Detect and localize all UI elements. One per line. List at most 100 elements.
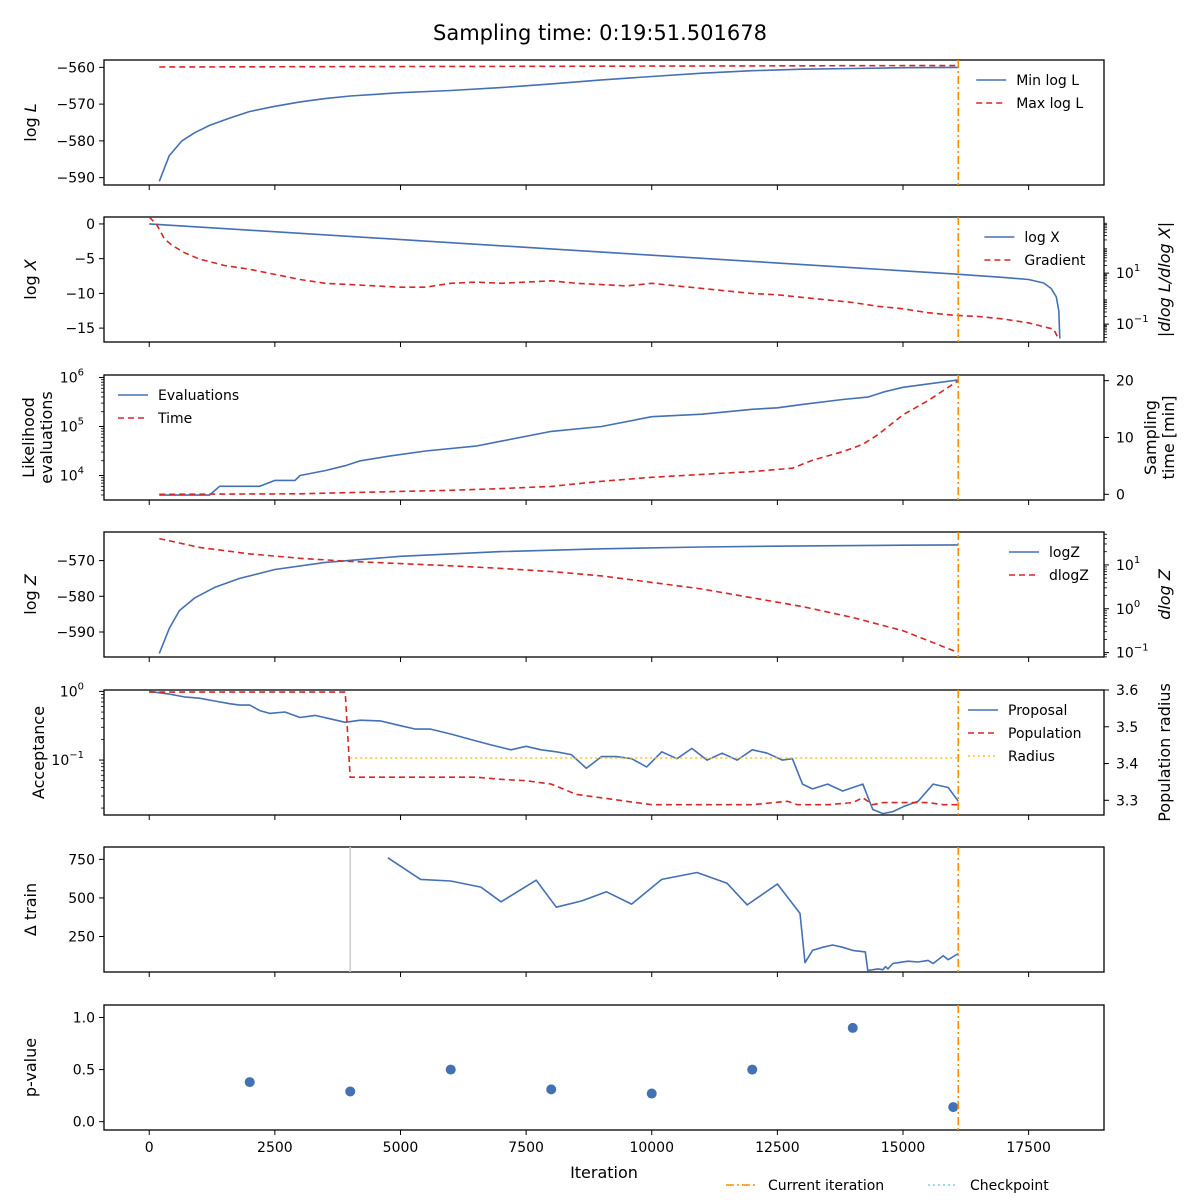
y-tick-label: 100 — [60, 681, 84, 700]
legend-label: Population — [1008, 726, 1082, 742]
series-group — [244, 1022, 959, 1113]
y-tick-label: −5 — [74, 252, 95, 268]
data-point — [546, 1084, 557, 1095]
y2-axis-label: Population radius — [1155, 683, 1174, 822]
legend-label: Time — [157, 411, 192, 427]
y-tick-label: −590 — [57, 625, 95, 641]
x-axis-label: Iteration — [570, 1163, 638, 1182]
y-tick-label: −570 — [57, 97, 95, 113]
legend-label: Min log L — [1016, 73, 1079, 89]
series-line-proposal — [149, 690, 959, 815]
plot-frame — [103, 59, 1105, 186]
data-point — [747, 1064, 758, 1075]
series-line-dlogz — [159, 537, 959, 654]
panel-3: 106 105 104 20 10 0 Likelihood evaluations Sampl… — [19, 367, 1178, 505]
series-line-min-log-l — [158, 66, 959, 182]
legend-label: log X — [1024, 230, 1060, 246]
panel-1: −560 −570 −580 −590 log L Min log L Max log L — [21, 59, 1105, 190]
series-line-max-log-l — [159, 64, 959, 68]
y2-tick-label: 101 — [1116, 263, 1140, 282]
x-tick-label: 5000 — [383, 1140, 419, 1156]
y-axis-label: Δ train — [21, 883, 40, 936]
y-tick-label: −15 — [65, 321, 95, 337]
x-tick-label: 15000 — [881, 1140, 926, 1156]
y-tick-label: 0.5 — [73, 1063, 95, 1079]
series-group — [158, 537, 959, 654]
y-tick-label: 1.0 — [73, 1011, 95, 1027]
panel-6: 750 500 250 Δ train — [21, 846, 1105, 977]
y2-tick-label: 100 — [1116, 599, 1140, 618]
y-axis-label: log X — [21, 258, 40, 299]
y-axis-label: evaluations — [37, 391, 56, 484]
plot-frame — [103, 846, 1105, 973]
panel-7: 0 2500 5000 7500 10000 12500 15000 17500 1.0 0.5 0… — [21, 1004, 1105, 1156]
legend-label: Current iteration — [768, 1178, 884, 1194]
legend-label: Proposal — [1008, 703, 1067, 719]
y2-tick-label: 3.6 — [1116, 683, 1138, 699]
y-tick-label: 10−1 — [51, 750, 84, 769]
series-group — [158, 64, 959, 182]
legend-label: Checkpoint — [970, 1178, 1049, 1194]
legend-label: Gradient — [1024, 253, 1085, 269]
y2-axis-label: |dlog L/dlog X| — [1155, 222, 1174, 337]
y-axis-label: Acceptance — [29, 706, 48, 799]
y-tick-label: 104 — [60, 465, 84, 484]
series-line-evaluations — [159, 379, 959, 496]
legend-label: dlogZ — [1049, 568, 1089, 584]
y-tick-label: −580 — [57, 589, 95, 605]
legend-label: Radius — [1008, 749, 1055, 765]
y-tick-label: −590 — [57, 171, 95, 187]
y-tick-label: 106 — [60, 367, 84, 386]
y2-tick-label: 10−1 — [1116, 314, 1149, 333]
y-tick-label: −560 — [57, 60, 95, 76]
y2-tick-label: 20 — [1116, 374, 1134, 390]
series-group — [148, 217, 1061, 340]
y2-tick-label: 3.4 — [1116, 757, 1138, 773]
y2-tick-label: 3.3 — [1116, 793, 1138, 809]
plot-frame — [103, 1004, 1105, 1131]
plot-frame — [103, 216, 1105, 343]
y2-tick-label: 3.5 — [1116, 720, 1138, 736]
y-axis-label: log L — [21, 103, 40, 141]
series-line-data — [387, 857, 959, 972]
y-tick-label: 500 — [68, 891, 95, 907]
series-line-gradient — [148, 217, 1060, 340]
legend-label: logZ — [1049, 545, 1080, 561]
y-tick-label: 0 — [86, 217, 95, 233]
bottom-legend: Current iteration Checkpoint — [726, 1178, 1049, 1194]
y2-axis-label: dlog Z — [1155, 568, 1174, 620]
x-tick-label: 10000 — [629, 1140, 674, 1156]
chart-title: Sampling time: 0:19:51.501678 — [433, 21, 767, 45]
y2-tick-label: 10 — [1116, 431, 1134, 447]
x-tick-label: 2500 — [257, 1140, 293, 1156]
y-tick-label: 105 — [60, 416, 84, 435]
plot-frame — [103, 689, 1105, 816]
series-line-time — [159, 380, 959, 496]
y2-tick-label: 0 — [1116, 487, 1125, 503]
plot-frame — [103, 531, 1105, 658]
x-tick-label: 12500 — [755, 1140, 800, 1156]
data-point — [345, 1086, 356, 1097]
y-axis-label: p-value — [21, 1038, 40, 1097]
legend-label: Evaluations — [158, 388, 239, 404]
data-point — [847, 1022, 858, 1033]
x-tick-label: 0 — [145, 1140, 154, 1156]
x-tick-label: 17500 — [1006, 1140, 1051, 1156]
data-point — [445, 1064, 456, 1075]
x-tick-label: 7500 — [508, 1140, 544, 1156]
series-group — [387, 857, 959, 972]
y-tick-label: −580 — [57, 134, 95, 150]
y-tick-label: −570 — [57, 554, 95, 570]
y-axis-label: log Z — [21, 573, 40, 614]
y-axis-label: Likelihood — [19, 397, 38, 478]
series-line-population — [149, 691, 959, 806]
y2-tick-label: 101 — [1116, 555, 1140, 574]
panel-5: 100 10−1 3.6 3.5 3.4 3.3 Acceptance Population … — [29, 681, 1174, 821]
panels: −560 −570 −580 −590 log L Min log L Max log L 0… — [19, 59, 1178, 1156]
y-tick-label: 750 — [68, 852, 95, 868]
panel-2: 0 −5 −10 −15 101 10−1 log X |dlog L/dlog X| log … — [21, 216, 1174, 347]
y2-axis-label: Sampling — [1141, 400, 1160, 475]
y2-tick-label: 10−1 — [1116, 643, 1149, 662]
legend-label: Max log L — [1016, 96, 1083, 112]
